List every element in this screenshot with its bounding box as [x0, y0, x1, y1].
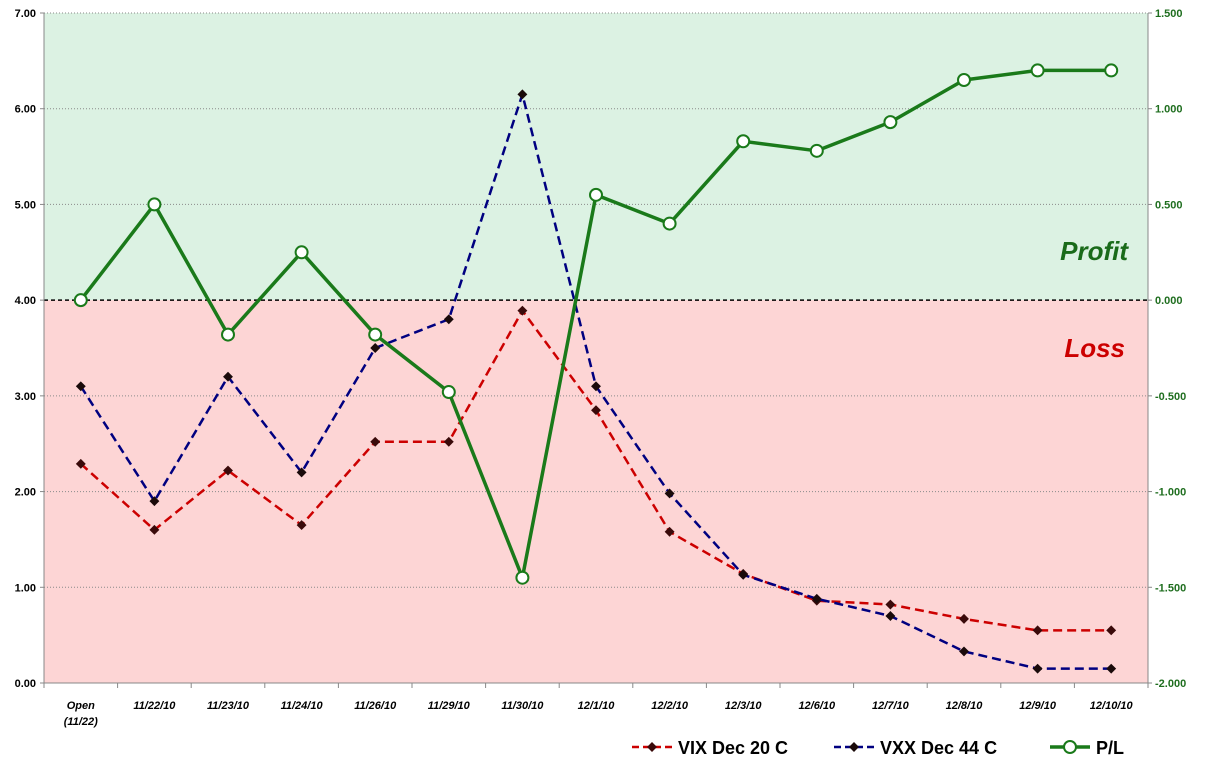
series-point-2 [294, 245, 309, 260]
series-point-2 [368, 327, 383, 342]
y-left-tick-label: 6.00 [15, 104, 36, 116]
x-tick-label: 11/24/10 [281, 700, 324, 712]
series-point-2 [883, 115, 898, 130]
y-right-tick-label: 1.000 [1155, 104, 1183, 116]
series-point-2 [957, 73, 971, 87]
x-tick-label: 12/9/10 [1019, 700, 1057, 712]
series-point-1 [885, 611, 896, 621]
series-point-0 [149, 524, 160, 535]
x-tick-label: 11/26/10 [354, 700, 397, 712]
series-point-0 [296, 520, 307, 531]
series-point-0 [664, 526, 675, 537]
x-tick-label: 12/10/10 [1090, 700, 1134, 712]
y-left-tick-label: 1.00 [15, 582, 36, 594]
series-point-2 [441, 385, 456, 400]
x-tick-label: Open [67, 700, 95, 712]
x-tick-label: 12/1/10 [578, 700, 616, 712]
y-right-tick-label: -2.000 [1155, 678, 1186, 690]
x-tick-label: 11/29/10 [428, 700, 471, 712]
series-point-1 [149, 496, 160, 507]
y-right-tick-label: -0.500 [1155, 391, 1186, 403]
x-tick-label: 12/3/10 [725, 700, 763, 712]
series-point-2 [147, 197, 162, 212]
series-point-1 [664, 488, 675, 499]
x-tick-label: 11/22/10 [133, 700, 176, 712]
series-point-1 [296, 467, 307, 478]
series-point-0 [959, 613, 969, 624]
series-point-1 [738, 569, 749, 580]
x-tick-label: 12/7/10 [872, 700, 910, 712]
series-point-1 [591, 381, 601, 392]
y-left-tick-label: 2.00 [15, 487, 36, 499]
y-right-tick-label: 1.500 [1155, 8, 1183, 20]
series-point-2 [1030, 63, 1045, 78]
x-tick-label: 12/8/10 [946, 700, 984, 712]
x-tick-label: 12/2/10 [651, 700, 689, 712]
series-point-2 [515, 570, 530, 585]
loss-label: Loss [1064, 333, 1125, 363]
series-point-0 [517, 305, 528, 316]
series-point-1 [443, 314, 454, 325]
y-right-tick-label: 0.500 [1155, 199, 1183, 211]
legend-marker-0 [647, 742, 657, 752]
profit-zone [44, 13, 1148, 301]
x-tick-label: 11/23/10 [207, 700, 250, 712]
series-point-1 [370, 343, 381, 353]
series-point-1 [223, 371, 233, 382]
legend-label-1: VXX Dec 44 C [880, 738, 997, 758]
series-point-0 [370, 436, 381, 447]
series-point-1 [1106, 663, 1117, 674]
y-left-tick-label: 7.00 [15, 8, 36, 20]
y-left-tick-label: 5.00 [15, 199, 36, 211]
y-right-tick-label: 0.000 [1155, 295, 1183, 307]
series-point-2 [589, 187, 603, 202]
series-point-1 [811, 593, 822, 604]
legend-label-0: VIX Dec 20 C [678, 738, 788, 758]
legend-marker-2 [1063, 740, 1077, 754]
series-point-0 [591, 405, 601, 416]
series-point-2 [736, 134, 751, 149]
series-point-2 [809, 143, 824, 158]
series-point-0 [443, 436, 454, 447]
y-right-tick-label: -1.500 [1155, 582, 1186, 594]
x-tick-label: (11/22) [64, 716, 98, 728]
legend-marker-1 [849, 742, 859, 752]
profit-label: Profit [1060, 236, 1129, 266]
series-point-0 [1032, 625, 1043, 636]
series-point-0 [1106, 625, 1117, 636]
y-right-tick-label: -1.000 [1155, 487, 1186, 499]
legend-label-2: P/L [1096, 738, 1124, 758]
series-point-0 [885, 599, 896, 610]
series-point-2 [221, 327, 235, 342]
series-point-2 [1104, 63, 1119, 78]
series-point-1 [1032, 663, 1043, 674]
series-point-1 [517, 89, 528, 100]
x-tick-label: 11/30/10 [501, 700, 544, 712]
y-left-tick-label: 4.00 [15, 295, 36, 307]
series-point-1 [959, 646, 969, 657]
y-left-tick-label: 0.00 [15, 678, 36, 690]
y-left-tick-label: 3.00 [15, 391, 36, 403]
series-point-2 [662, 216, 677, 231]
series-point-2 [73, 293, 88, 308]
series-point-0 [223, 465, 233, 476]
x-tick-label: 12/6/10 [798, 700, 836, 712]
